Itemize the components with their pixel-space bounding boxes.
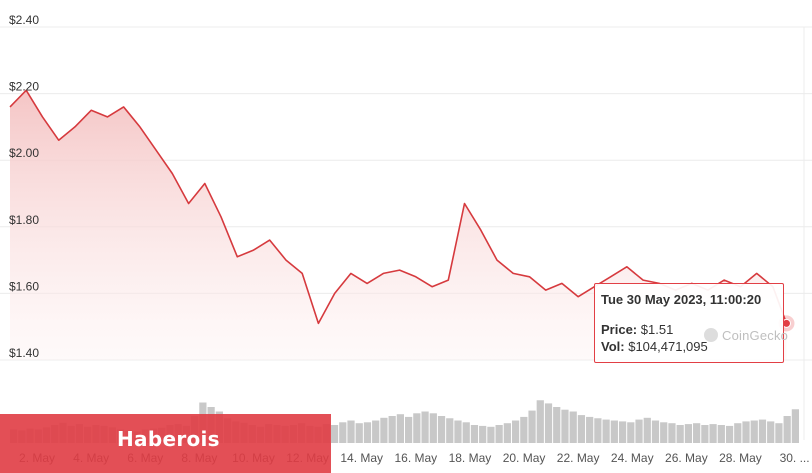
y-tick-label: $1.60 bbox=[9, 279, 39, 293]
volume-bar bbox=[668, 423, 676, 443]
y-tick-label: $2.00 bbox=[9, 146, 39, 160]
volume-bar bbox=[758, 419, 767, 443]
x-tick-label: 16. May bbox=[394, 451, 437, 465]
volume-bar bbox=[643, 417, 651, 443]
volume-bar bbox=[520, 416, 528, 443]
banner-text: Haberois bbox=[117, 427, 220, 451]
x-tick-label: 18. May bbox=[449, 451, 492, 465]
volume-bar bbox=[775, 423, 783, 443]
volume-bar bbox=[347, 420, 355, 443]
volume-bar bbox=[446, 418, 454, 443]
volume-bar bbox=[503, 423, 511, 443]
tooltip-price-label: Price: bbox=[601, 322, 638, 337]
volume-bar bbox=[676, 425, 684, 443]
volume-bar bbox=[462, 422, 470, 443]
volume-bar bbox=[717, 425, 725, 443]
volume-bar bbox=[479, 425, 487, 443]
volume-bar bbox=[586, 416, 594, 443]
volume-bar bbox=[610, 420, 618, 443]
volume-bar bbox=[413, 413, 421, 443]
volume-bar bbox=[734, 423, 742, 443]
volume-bar bbox=[627, 422, 635, 443]
haberois-banner: Haberois bbox=[0, 414, 331, 473]
volume-bar bbox=[651, 420, 660, 443]
x-tick-label: 20. May bbox=[503, 451, 546, 465]
volume-bar bbox=[355, 423, 363, 443]
watermark-text: CoinGecko bbox=[722, 328, 789, 343]
tooltip-price-row: Price: $1.51 bbox=[601, 322, 777, 337]
volume-bar bbox=[602, 419, 610, 443]
price-area-fill bbox=[10, 90, 787, 361]
x-tick-label: 14. May bbox=[340, 451, 383, 465]
volume-bar bbox=[569, 411, 577, 443]
volume-bar bbox=[528, 410, 536, 443]
tooltip-title: Tue 30 May 2023, 11:00:20 bbox=[601, 292, 762, 307]
y-tick-label: $1.80 bbox=[9, 213, 39, 227]
volume-bar bbox=[396, 414, 404, 443]
volume-bar bbox=[684, 424, 693, 443]
volume-bar bbox=[693, 423, 701, 443]
volume-bar bbox=[437, 416, 446, 443]
volume-bar bbox=[725, 425, 734, 443]
volume-bar bbox=[487, 426, 495, 443]
volume-bar bbox=[388, 416, 396, 443]
volume-bar bbox=[635, 419, 643, 443]
volume-bar bbox=[380, 417, 388, 443]
volume-bar bbox=[553, 407, 561, 443]
tooltip-vol-value: $104,471,095 bbox=[628, 339, 708, 354]
y-tick-label: $1.40 bbox=[9, 346, 39, 360]
volume-bar bbox=[791, 409, 799, 443]
x-tick-label: 26. May bbox=[665, 451, 708, 465]
volume-bar bbox=[767, 421, 775, 443]
price-tooltip: Tue 30 May 2023, 11:00:20 Price: $1.51 V… bbox=[594, 283, 784, 363]
volume-bar bbox=[330, 425, 339, 443]
volume-bar bbox=[405, 416, 413, 443]
volume-bar bbox=[372, 420, 380, 443]
volume-bar bbox=[429, 413, 437, 443]
y-tick-label: $2.20 bbox=[9, 80, 39, 94]
tooltip-vol-label: Vol: bbox=[601, 339, 625, 354]
volume-bar bbox=[561, 409, 569, 443]
volume-bar bbox=[577, 415, 586, 443]
volume-bar bbox=[594, 418, 602, 443]
y-tick-label: $2.40 bbox=[9, 13, 39, 27]
coingecko-watermark: CoinGecko bbox=[704, 328, 788, 343]
volume-bar bbox=[536, 400, 544, 443]
volume-bar bbox=[618, 421, 627, 443]
y-axis-ticks: $1.40 $1.60 $1.80 $2.00 $2.20 $2.40 bbox=[9, 13, 39, 360]
x-tick-label: 28. May bbox=[719, 451, 762, 465]
volume-bar bbox=[511, 420, 520, 443]
volume-bar bbox=[363, 422, 372, 443]
volume-bar bbox=[421, 411, 429, 443]
volume-bar bbox=[709, 424, 717, 443]
volume-bar bbox=[470, 425, 479, 443]
coingecko-logo-icon bbox=[704, 328, 718, 342]
volume-bar bbox=[495, 425, 503, 443]
x-tick-label: 24. May bbox=[611, 451, 654, 465]
volume-bar bbox=[750, 420, 758, 443]
volume-bar bbox=[454, 420, 462, 443]
tooltip-price-value: $1.51 bbox=[640, 322, 674, 337]
volume-bar bbox=[339, 422, 347, 443]
volume-bar bbox=[783, 416, 791, 443]
volume-bar bbox=[742, 421, 750, 443]
volume-bar bbox=[660, 422, 668, 443]
x-tick-label: 22. May bbox=[557, 451, 600, 465]
volume-bar bbox=[544, 403, 553, 443]
tooltip-vol-row: Vol: $104,471,095 bbox=[601, 339, 777, 354]
volume-bar bbox=[701, 425, 709, 443]
x-tick-label: 30. ... bbox=[780, 451, 810, 465]
